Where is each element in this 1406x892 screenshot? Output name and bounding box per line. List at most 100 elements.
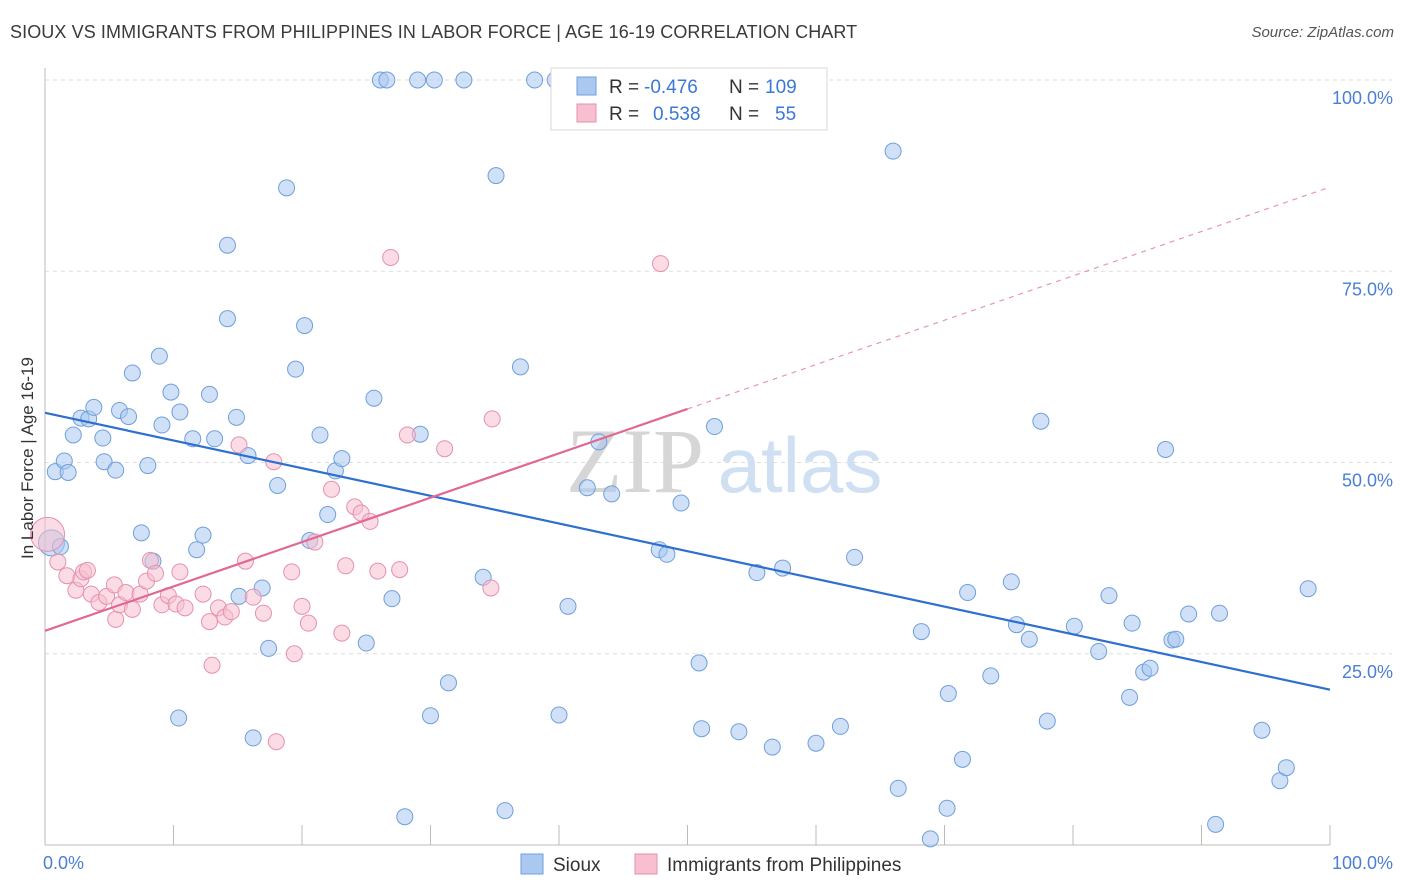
sioux-point-99 [1123, 614, 1141, 632]
y-axis-label: In Labor Force | Age 16-19 [18, 357, 37, 559]
philippines-point-17 [147, 564, 165, 582]
sioux-point-32 [244, 729, 262, 747]
sioux-point-107 [1253, 721, 1271, 739]
philippines-point-2 [58, 567, 76, 585]
sioux-point-10 [107, 461, 125, 479]
sioux-point-41 [319, 506, 337, 524]
philippines-point-47 [382, 248, 400, 266]
sioux-point-36 [278, 179, 296, 197]
sioux-point-87 [953, 750, 971, 768]
philippines-point-29 [230, 436, 248, 454]
sioux-point-104 [1167, 630, 1185, 648]
sioux-point-37 [287, 360, 305, 378]
sioux-point-40 [311, 426, 329, 444]
source-label: Source: ZipAtlas.com [1251, 24, 1394, 41]
sioux-point-90 [1002, 573, 1020, 591]
sioux-point-102 [1157, 440, 1175, 458]
sioux-point-47 [378, 71, 396, 89]
sioux-point-88 [959, 584, 977, 602]
tick-labels: 25.0% 50.0% 75.0% 100.0% 0.0% 100.0% [43, 88, 1393, 873]
sioux-point-17 [150, 347, 168, 365]
sioux-point-111 [1207, 815, 1225, 833]
sioux-point-50 [409, 71, 427, 89]
y-tick-label-1: 50.0% [1342, 471, 1393, 491]
sioux-point-35 [269, 476, 287, 494]
philippines-point-51 [482, 579, 500, 597]
sioux-point-98 [1121, 688, 1139, 706]
sioux-point-79 [831, 717, 849, 735]
sioux-point-9 [95, 453, 113, 471]
sioux-point-63 [559, 597, 577, 615]
sioux-point-55 [455, 71, 473, 89]
sioux-point-14 [132, 524, 150, 542]
legend-philippines-label: Immigrants from Philippines [667, 855, 901, 876]
sioux-point-76 [763, 738, 781, 756]
sioux-point-72 [693, 720, 711, 738]
sioux-point-19 [162, 383, 180, 401]
sioux-point-89 [982, 667, 1000, 685]
sioux-point-26 [206, 430, 224, 448]
legend-sioux-swatch [520, 853, 544, 875]
philippines-point-52 [483, 410, 501, 428]
sioux-point-91 [1007, 616, 1025, 634]
y-tick-label-3: 100.0% [1332, 88, 1393, 108]
n-value-2: 55 [775, 104, 796, 125]
philippines-point-23 [194, 585, 212, 603]
philippines-point-49 [398, 426, 416, 444]
sioux-point-110 [1299, 580, 1317, 598]
sioux-point-12 [120, 408, 138, 426]
sioux-point-38 [296, 317, 314, 335]
philippines-point-10 [107, 610, 125, 628]
philippines-point-54 [78, 561, 96, 579]
sioux-point-96 [1090, 642, 1108, 660]
sioux-point-18 [153, 416, 171, 434]
x-tick-label-min: 0.0% [43, 853, 84, 873]
sioux-point-82 [889, 779, 907, 797]
y-tick-label-2: 75.0% [1342, 279, 1393, 299]
sioux-point-101 [1141, 659, 1159, 677]
sioux-point-28 [218, 236, 236, 254]
philippines-point-0 [30, 516, 66, 552]
philippines-point-25 [203, 656, 221, 674]
stats-legend-box [550, 67, 828, 131]
sioux-point-8 [94, 429, 112, 447]
philippines-point-21 [171, 563, 189, 581]
r-label-2: R = [609, 104, 639, 125]
sioux-point-53 [425, 71, 443, 89]
philippines-point-31 [244, 588, 262, 606]
sioux-point-43 [333, 450, 351, 468]
philippines-point-42 [337, 557, 355, 575]
r-label-1: R = [609, 77, 639, 98]
sioux-point-45 [365, 389, 383, 407]
sioux-point-95 [1065, 617, 1083, 635]
sioux-point-21 [170, 709, 188, 727]
sioux-point-92 [1020, 630, 1038, 648]
philippines-point-34 [267, 733, 285, 751]
sioux-point-78 [807, 734, 825, 752]
sioux-point-29 [227, 408, 245, 426]
sioux-point-84 [921, 830, 939, 848]
sioux-point-109 [1277, 759, 1295, 777]
sioux-point-54 [439, 674, 457, 692]
sioux-point-4 [64, 426, 82, 444]
sioux-point-85 [938, 799, 956, 817]
n-label-2: N = [729, 104, 759, 125]
sioux-swatch [576, 76, 597, 96]
philippines-point-36 [285, 645, 303, 663]
philippines-point-38 [299, 614, 317, 632]
philippines-trend-extension [687, 186, 1331, 410]
n-value-1: 109 [765, 77, 797, 98]
philippines-point-24 [200, 613, 218, 631]
philippines-point-1 [49, 553, 67, 571]
sioux-point-49 [396, 808, 414, 826]
sioux-point-3 [59, 463, 77, 481]
bottom-legend: Sioux Immigrants from Philippines [520, 853, 901, 876]
legend-sioux-label: Sioux [553, 855, 601, 876]
philippines-point-48 [391, 561, 409, 579]
philippines-point-12 [117, 584, 135, 602]
watermark-atlas: atlas [718, 421, 883, 509]
sioux-point-62 [550, 706, 568, 724]
x-tick-label-max: 100.0% [1332, 853, 1393, 873]
sioux-point-58 [496, 802, 514, 820]
